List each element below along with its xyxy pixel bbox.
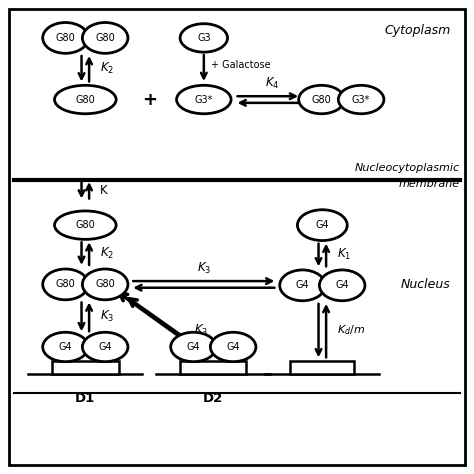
Text: membrane: membrane [399, 179, 460, 189]
Text: G4: G4 [187, 342, 201, 352]
Ellipse shape [176, 85, 231, 114]
Text: G4: G4 [335, 280, 349, 291]
Ellipse shape [43, 269, 88, 300]
Ellipse shape [55, 85, 116, 114]
Text: $K_3$: $K_3$ [197, 261, 211, 276]
Text: $K_3$: $K_3$ [100, 309, 114, 324]
Ellipse shape [319, 270, 365, 301]
Text: G80: G80 [75, 220, 95, 230]
Text: G4: G4 [226, 342, 240, 352]
Text: $K_d/m$: $K_d/m$ [337, 323, 365, 337]
Ellipse shape [299, 85, 344, 114]
Text: G80: G80 [55, 33, 75, 43]
Text: G4: G4 [59, 342, 73, 352]
Text: D1: D1 [75, 392, 95, 405]
Ellipse shape [210, 332, 256, 362]
Text: G80: G80 [311, 94, 331, 105]
Text: G80: G80 [95, 33, 115, 43]
Ellipse shape [55, 211, 116, 239]
Ellipse shape [280, 270, 325, 301]
Ellipse shape [171, 332, 216, 362]
Text: $K_2$: $K_2$ [100, 61, 114, 76]
Text: $K_3$: $K_3$ [194, 323, 209, 338]
Ellipse shape [298, 210, 347, 241]
Text: $K_4$: $K_4$ [265, 76, 280, 91]
Ellipse shape [180, 24, 228, 52]
Ellipse shape [82, 332, 128, 362]
Text: G4: G4 [296, 280, 310, 291]
Bar [290, 361, 355, 374]
Ellipse shape [43, 332, 88, 362]
Bar [180, 361, 246, 374]
Bar [52, 361, 118, 374]
Ellipse shape [82, 23, 128, 53]
Text: + Galactose: + Galactose [211, 60, 271, 71]
Text: G4: G4 [98, 342, 112, 352]
Ellipse shape [43, 23, 88, 53]
Ellipse shape [338, 85, 384, 114]
Text: +: + [142, 91, 157, 109]
Text: G80: G80 [95, 279, 115, 290]
Text: K: K [100, 184, 107, 197]
Text: Cytoplasm: Cytoplasm [384, 24, 450, 37]
Text: G80: G80 [75, 94, 95, 105]
Text: G80: G80 [55, 279, 75, 290]
Text: G4: G4 [316, 220, 329, 230]
Text: $K_1$: $K_1$ [337, 247, 351, 262]
Text: G3*: G3* [352, 94, 370, 105]
Text: G3: G3 [197, 33, 210, 43]
Text: Nucleus: Nucleus [401, 278, 450, 291]
Text: D2: D2 [203, 392, 223, 405]
Text: Nucleocytoplasmic: Nucleocytoplasmic [355, 163, 460, 173]
Ellipse shape [82, 269, 128, 300]
Text: G3*: G3* [195, 94, 213, 105]
Text: $K_2$: $K_2$ [100, 246, 114, 261]
